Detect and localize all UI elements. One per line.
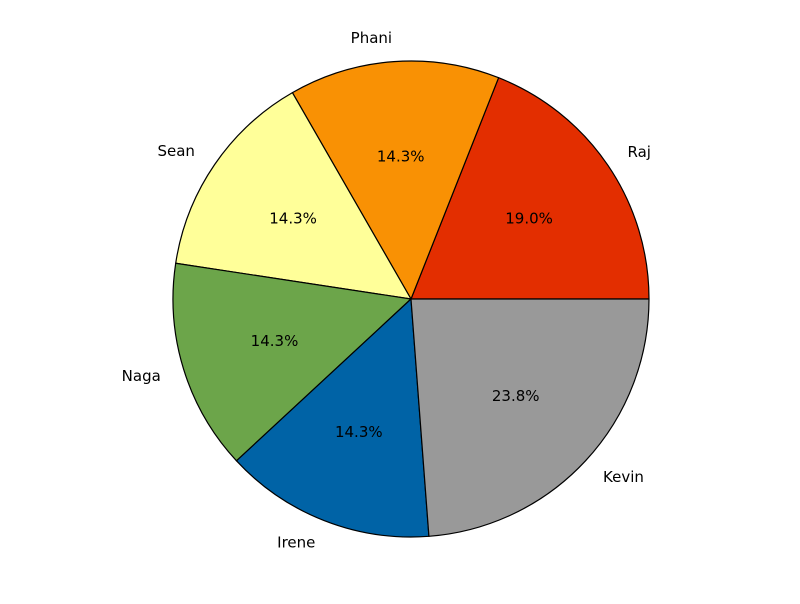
slice-pct-sean: 14.3% (269, 209, 317, 227)
pie-slice-naga (172, 262, 412, 462)
pie-slice-irene (235, 298, 430, 538)
slice-pct-phani: 14.3% (377, 148, 425, 166)
slice-label-sean: Sean (157, 142, 194, 160)
pie-slice-phani (291, 60, 500, 300)
labels-layer: Raj 19.0% Phani 14.3% Sean 14.3% Naga 14.3% Iren… (122, 29, 651, 552)
pie-slice-raj (410, 77, 650, 300)
slice-pct-raj: 19.0% (505, 210, 553, 228)
pie-slice-sean (175, 92, 412, 300)
slice-pct-kevin: 23.8% (492, 387, 540, 405)
slice-label-naga: Naga (122, 367, 161, 385)
slice-label-phani: Phani (351, 29, 392, 47)
slices-layer (172, 60, 650, 538)
slice-label-raj: Raj (628, 143, 651, 161)
slice-label-kevin: Kevin (603, 468, 644, 486)
slice-label-irene: Irene (277, 534, 315, 552)
slice-pct-irene: 14.3% (335, 423, 383, 441)
pie-slice-kevin (410, 298, 650, 537)
slice-pct-naga: 14.3% (251, 332, 299, 350)
